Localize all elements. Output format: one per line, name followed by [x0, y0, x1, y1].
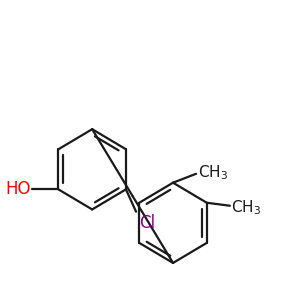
Text: CH$_3$: CH$_3$ [231, 198, 262, 217]
Text: Cl: Cl [139, 214, 155, 232]
Text: HO: HO [5, 180, 31, 198]
Text: CH$_3$: CH$_3$ [198, 163, 228, 182]
